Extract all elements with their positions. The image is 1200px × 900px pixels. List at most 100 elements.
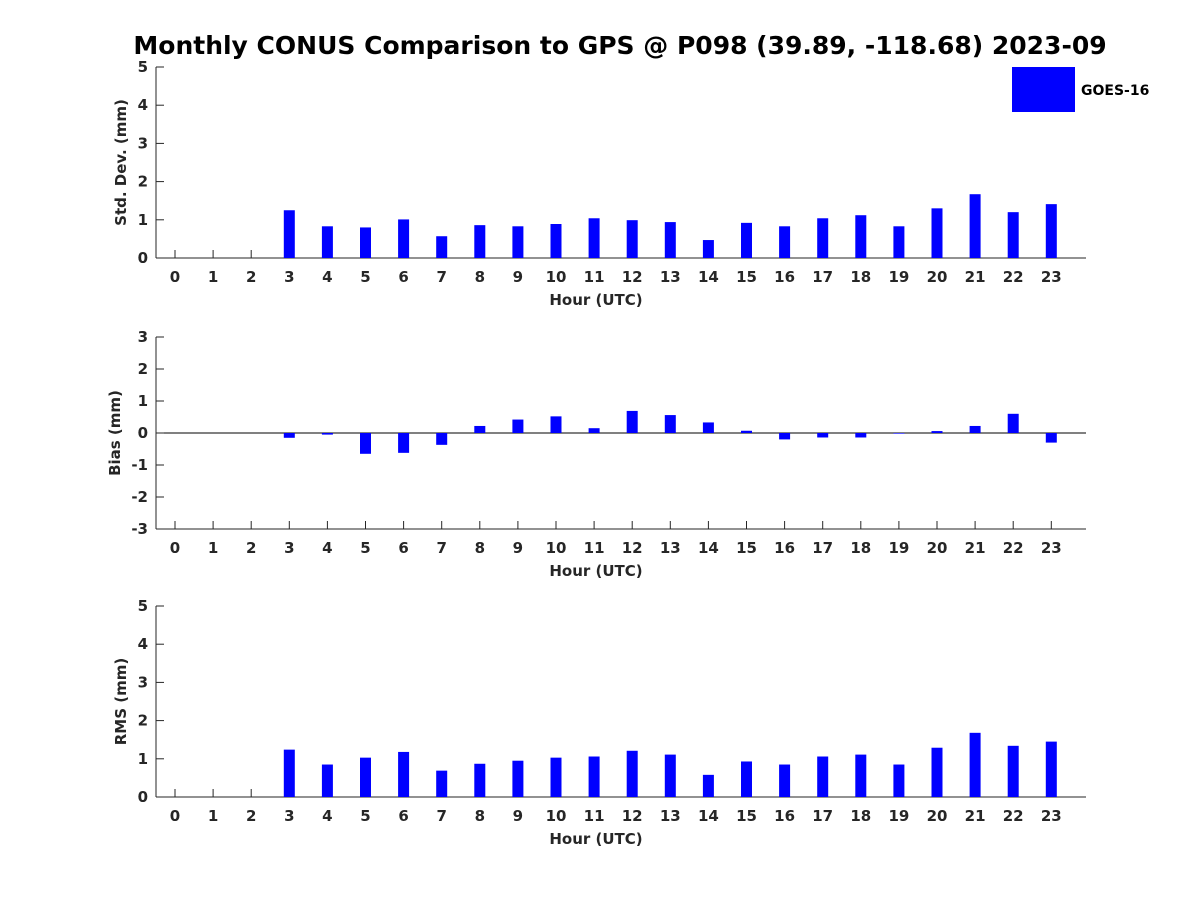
y-tick-label: 3 bbox=[138, 328, 148, 346]
bar bbox=[436, 236, 448, 258]
x-tick-label: 20 bbox=[927, 268, 948, 286]
y-tick-label: -3 bbox=[131, 520, 148, 538]
x-tick-label: 21 bbox=[965, 539, 986, 557]
x-tick-label: 15 bbox=[736, 268, 757, 286]
bar bbox=[436, 770, 448, 797]
x-tick-label: 22 bbox=[1003, 268, 1024, 286]
x-tick-label: 19 bbox=[888, 539, 909, 557]
bar bbox=[1045, 433, 1057, 443]
bar bbox=[664, 222, 676, 258]
bar bbox=[626, 220, 638, 258]
x-tick-label: 11 bbox=[584, 539, 605, 557]
bar bbox=[398, 219, 410, 258]
y-tick-label: 3 bbox=[138, 673, 148, 691]
x-tick-label: 17 bbox=[812, 807, 833, 825]
bar bbox=[893, 226, 905, 258]
x-tick-label: 15 bbox=[736, 539, 757, 557]
x-tick-label: 9 bbox=[513, 539, 523, 557]
x-tick-label: 3 bbox=[284, 268, 294, 286]
bar bbox=[931, 431, 943, 433]
bar bbox=[855, 215, 867, 258]
x-tick-label: 2 bbox=[246, 807, 256, 825]
x-tick-label: 21 bbox=[965, 807, 986, 825]
bar bbox=[550, 757, 562, 797]
x-tick-label: 19 bbox=[888, 807, 909, 825]
x-tick-label: 11 bbox=[584, 807, 605, 825]
x-tick-label: 18 bbox=[850, 807, 871, 825]
x-tick-label: 13 bbox=[660, 539, 681, 557]
bar bbox=[321, 433, 333, 435]
x-tick-label: 17 bbox=[812, 539, 833, 557]
bar bbox=[893, 764, 905, 797]
x-tick-label: 12 bbox=[622, 268, 643, 286]
x-tick-label: 3 bbox=[284, 539, 294, 557]
bar bbox=[893, 433, 905, 434]
x-tick-label: 10 bbox=[546, 539, 567, 557]
x-tick-label: 1 bbox=[208, 807, 218, 825]
bar bbox=[588, 218, 600, 258]
y-tick-label: 1 bbox=[138, 211, 148, 229]
bar bbox=[550, 416, 562, 433]
bar bbox=[436, 433, 448, 445]
x-tick-label: 5 bbox=[360, 807, 370, 825]
bar bbox=[512, 226, 524, 258]
x-tick-label: 11 bbox=[584, 268, 605, 286]
bar bbox=[702, 422, 714, 433]
x-tick-label: 8 bbox=[475, 268, 485, 286]
y-tick-label: 3 bbox=[138, 134, 148, 152]
x-tick-label: 0 bbox=[170, 807, 180, 825]
bar bbox=[969, 425, 981, 433]
x-tick-label: 7 bbox=[436, 807, 446, 825]
x-tick-label: 12 bbox=[622, 539, 643, 557]
legend-swatch bbox=[1012, 67, 1075, 112]
x-tick-label: 23 bbox=[1041, 807, 1062, 825]
bar bbox=[398, 433, 410, 453]
y-tick-label: 0 bbox=[138, 249, 148, 267]
y-tick-label: -1 bbox=[131, 456, 148, 474]
bar bbox=[741, 761, 752, 797]
x-tick-label: 6 bbox=[398, 539, 408, 557]
bar bbox=[1007, 413, 1019, 433]
bar bbox=[855, 433, 867, 438]
x-tick-label: 0 bbox=[170, 268, 180, 286]
y-tick-label: 2 bbox=[138, 712, 148, 730]
legend: GOES-16 bbox=[1012, 67, 1149, 112]
x-tick-label: 17 bbox=[812, 268, 833, 286]
bar bbox=[360, 227, 371, 258]
x-tick-label: 16 bbox=[774, 807, 795, 825]
bar bbox=[626, 410, 638, 433]
y-tick-label: 0 bbox=[138, 424, 148, 442]
bar bbox=[817, 218, 829, 258]
x-tick-label: 15 bbox=[736, 807, 757, 825]
x-tick-label: 4 bbox=[322, 539, 332, 557]
y-tick-label: 0 bbox=[138, 788, 148, 806]
x-tick-label: 18 bbox=[850, 539, 871, 557]
x-tick-label: 1 bbox=[208, 539, 218, 557]
y-tick-label: 4 bbox=[138, 96, 148, 114]
x-tick-label: 7 bbox=[436, 268, 446, 286]
x-tick-label: 23 bbox=[1041, 539, 1062, 557]
x-tick-label: 14 bbox=[698, 807, 719, 825]
x-tick-label: 8 bbox=[475, 539, 485, 557]
x-tick-label: 3 bbox=[284, 807, 294, 825]
bar bbox=[817, 756, 829, 797]
bar bbox=[1007, 745, 1019, 797]
x-tick-label: 9 bbox=[513, 807, 523, 825]
x-tick-label: 5 bbox=[360, 539, 370, 557]
y-axis-label: RMS (mm) bbox=[112, 658, 130, 745]
bar bbox=[969, 732, 981, 797]
x-tick-label: 7 bbox=[436, 539, 446, 557]
bar bbox=[931, 747, 943, 797]
bar bbox=[626, 750, 638, 797]
bar bbox=[588, 428, 600, 433]
x-tick-label: 4 bbox=[322, 807, 332, 825]
x-tick-label: 23 bbox=[1041, 268, 1062, 286]
y-tick-label: 1 bbox=[138, 392, 148, 410]
bar bbox=[474, 225, 486, 258]
x-tick-label: 9 bbox=[513, 268, 523, 286]
bar bbox=[512, 419, 524, 433]
